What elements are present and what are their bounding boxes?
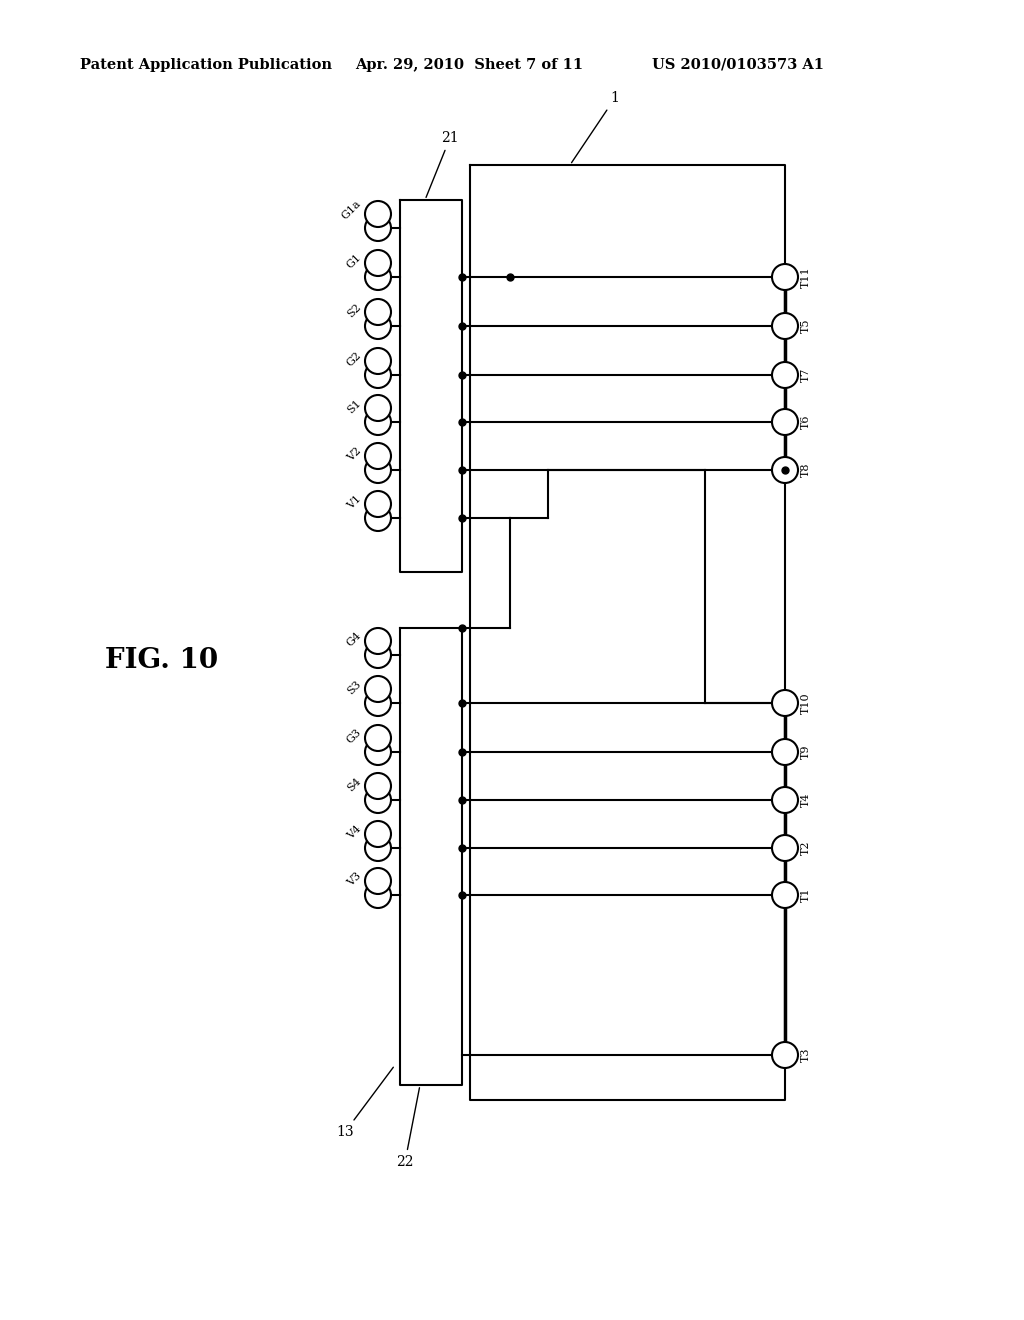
Circle shape	[772, 739, 798, 766]
Text: T1: T1	[801, 888, 811, 903]
Circle shape	[365, 821, 391, 847]
Text: T3: T3	[801, 1048, 811, 1063]
Circle shape	[772, 457, 798, 483]
Circle shape	[772, 1041, 798, 1068]
Circle shape	[365, 444, 391, 469]
Text: V2: V2	[345, 445, 362, 463]
Text: T9: T9	[801, 744, 811, 759]
Text: T8: T8	[801, 463, 811, 478]
Circle shape	[365, 739, 391, 766]
Circle shape	[772, 264, 798, 290]
Text: FIG. 10: FIG. 10	[105, 647, 218, 673]
Circle shape	[772, 882, 798, 908]
Circle shape	[365, 409, 391, 436]
Text: G1: G1	[345, 252, 362, 271]
Text: T11: T11	[801, 267, 811, 288]
Circle shape	[365, 249, 391, 276]
Text: S2: S2	[345, 301, 362, 319]
Text: G4: G4	[345, 630, 362, 648]
Circle shape	[365, 313, 391, 339]
Text: S3: S3	[345, 678, 362, 696]
Circle shape	[365, 348, 391, 374]
Text: V1: V1	[345, 494, 362, 511]
Circle shape	[365, 774, 391, 799]
Circle shape	[365, 362, 391, 388]
Text: T7: T7	[801, 368, 811, 383]
Text: US 2010/0103573 A1: US 2010/0103573 A1	[652, 58, 824, 73]
Text: 13: 13	[336, 1068, 393, 1139]
Circle shape	[365, 628, 391, 653]
Text: V4: V4	[345, 824, 362, 841]
Text: S1: S1	[345, 397, 362, 414]
Text: S4: S4	[345, 775, 362, 793]
Circle shape	[365, 457, 391, 483]
Text: 1: 1	[571, 91, 620, 162]
Text: 21: 21	[426, 131, 459, 198]
Circle shape	[365, 506, 391, 531]
Text: T6: T6	[801, 414, 811, 429]
Circle shape	[365, 215, 391, 242]
Circle shape	[772, 313, 798, 339]
Text: G1a: G1a	[340, 198, 362, 220]
Circle shape	[365, 882, 391, 908]
Circle shape	[772, 409, 798, 436]
Circle shape	[365, 690, 391, 715]
Circle shape	[365, 491, 391, 517]
Text: T4: T4	[801, 793, 811, 808]
Circle shape	[772, 690, 798, 715]
Circle shape	[365, 725, 391, 751]
Text: Apr. 29, 2010  Sheet 7 of 11: Apr. 29, 2010 Sheet 7 of 11	[355, 58, 583, 73]
Text: V3: V3	[345, 870, 362, 888]
Circle shape	[772, 787, 798, 813]
Circle shape	[365, 264, 391, 290]
Text: G2: G2	[345, 350, 362, 368]
Circle shape	[365, 676, 391, 702]
Text: T10: T10	[801, 692, 811, 714]
Circle shape	[365, 201, 391, 227]
Circle shape	[365, 300, 391, 325]
Text: Patent Application Publication: Patent Application Publication	[80, 58, 332, 73]
Text: G3: G3	[345, 726, 362, 744]
Circle shape	[365, 395, 391, 421]
Text: T5: T5	[801, 318, 811, 333]
Circle shape	[772, 362, 798, 388]
Text: 22: 22	[396, 1088, 420, 1170]
Circle shape	[365, 787, 391, 813]
Circle shape	[365, 642, 391, 668]
Circle shape	[365, 869, 391, 894]
Circle shape	[365, 836, 391, 861]
Circle shape	[772, 836, 798, 861]
Text: T2: T2	[801, 841, 811, 855]
